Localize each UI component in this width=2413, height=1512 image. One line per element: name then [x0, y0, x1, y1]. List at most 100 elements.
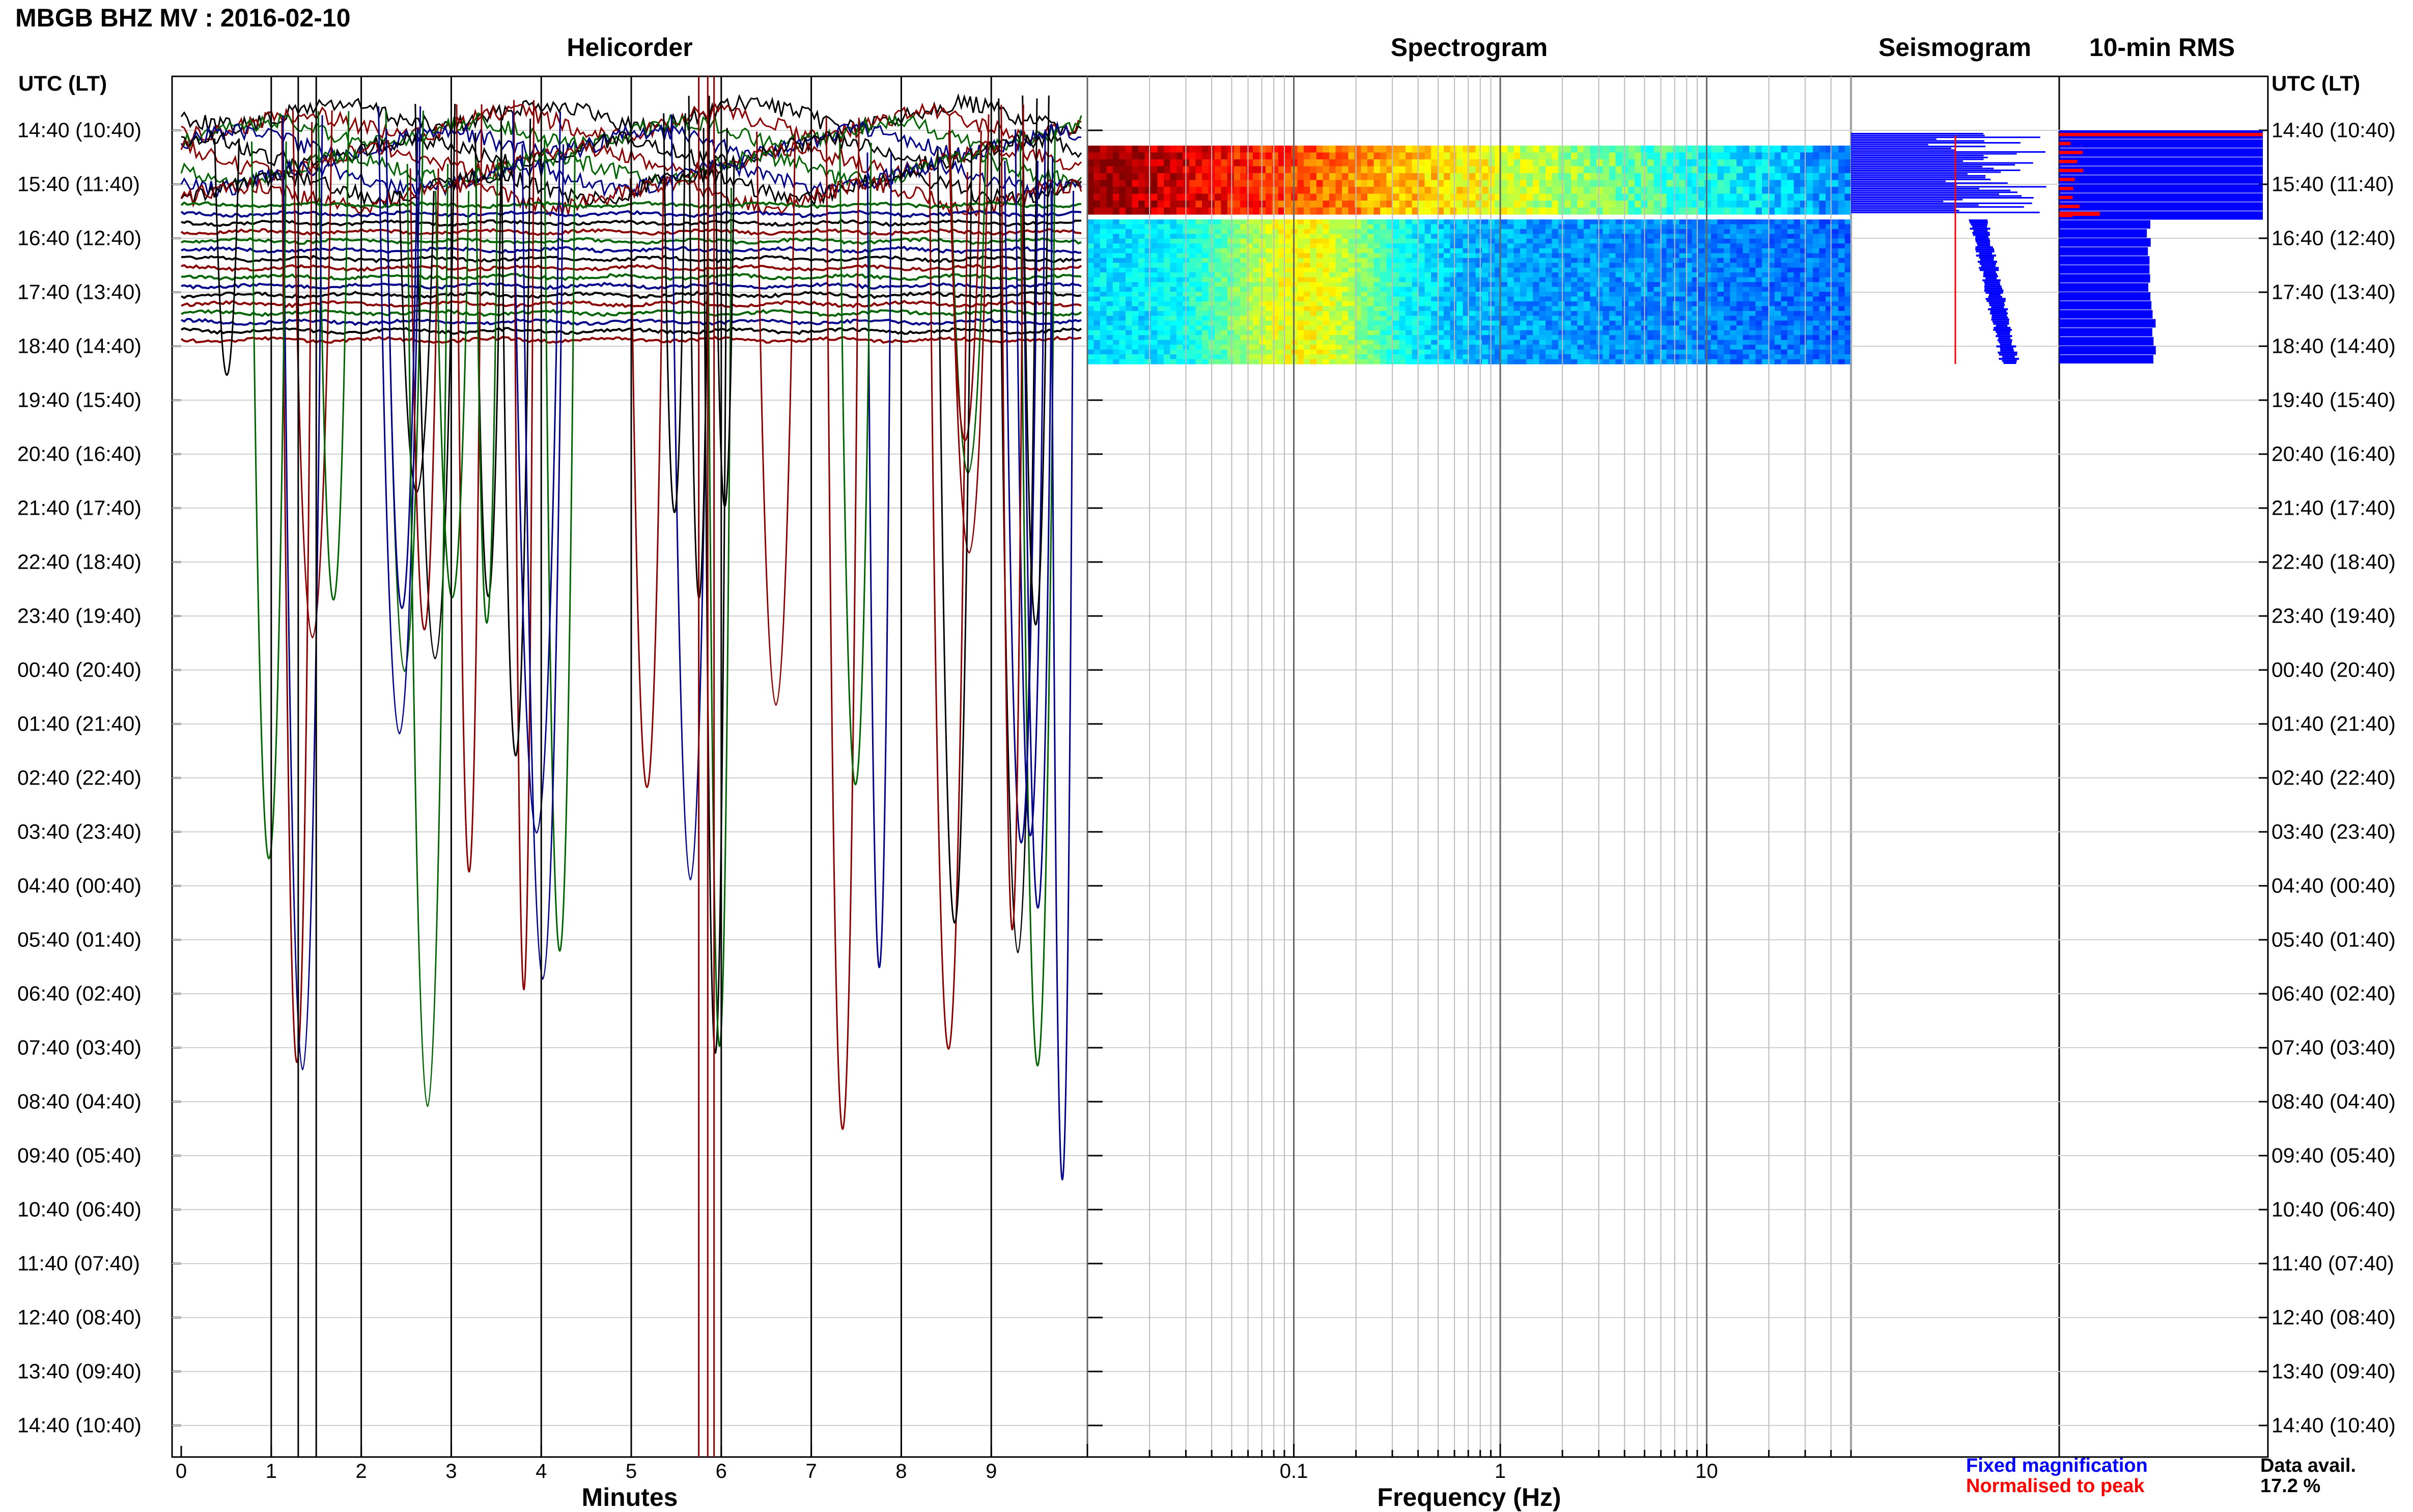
spectrogram-cell [1298, 335, 1304, 340]
spectrogram-cell [1590, 208, 1597, 215]
spectrogram-cell [1272, 159, 1279, 166]
spectrogram-cell [1756, 321, 1762, 326]
spectrogram-cell [1794, 345, 1801, 350]
spectrogram-cell [1730, 187, 1737, 194]
spectrogram-cell [1215, 316, 1221, 321]
spectrogram-cell [1176, 287, 1183, 292]
spectrogram-cell [1558, 306, 1565, 311]
spectrogram-cell [1762, 187, 1769, 194]
spectrogram-cell [1832, 311, 1839, 316]
spectrogram-cell [1107, 345, 1113, 350]
spectrogram-cell [1227, 194, 1234, 201]
spectrogram-cell [1247, 311, 1253, 316]
spectrogram-cell [1596, 194, 1603, 201]
spectrogram-cell [1578, 219, 1584, 225]
spectrogram-cell [1158, 166, 1164, 174]
spectrogram-cell [1361, 194, 1368, 201]
spectrogram-cell [1367, 340, 1374, 345]
spectrogram-cell [1736, 234, 1743, 239]
spectrogram-cell [1571, 350, 1578, 355]
spectrogram-cell [1164, 330, 1170, 335]
spectrogram-cell [1234, 248, 1241, 254]
spectrogram-cell [1374, 173, 1381, 180]
spectrogram-cell [1164, 248, 1170, 254]
spectrogram-cell [1158, 243, 1164, 248]
spectrogram-cell [1202, 354, 1209, 359]
spectrogram-cell [1323, 282, 1330, 287]
spectrogram-cell [1361, 219, 1368, 225]
spectrogram-cell [1787, 153, 1794, 160]
spectrogram-cell [1227, 287, 1234, 292]
spectrogram-cell [1087, 208, 1094, 215]
spectrogram-cell [1170, 340, 1177, 345]
spectrogram-cell [1743, 268, 1750, 273]
spectrogram-cell [1259, 350, 1266, 355]
spectrogram-cell [1202, 350, 1209, 355]
spectrogram-cell [1629, 277, 1635, 283]
spectrogram-cell [1507, 292, 1514, 297]
spectrogram-cell [1119, 359, 1126, 365]
spectrogram-cell [1807, 282, 1813, 287]
spectrogram-cell [1406, 272, 1412, 277]
spectrogram-cell [1444, 263, 1450, 268]
spectrogram-cell [1221, 229, 1228, 234]
spectrogram-cell [1507, 359, 1514, 365]
spectrogram-cell [1349, 321, 1355, 326]
spectrogram-cell [1336, 173, 1342, 180]
spectrogram-cell [1781, 229, 1788, 234]
spectrogram-cell [1113, 243, 1119, 248]
spectrogram-cell [1158, 345, 1164, 350]
spectrogram-cell [1813, 153, 1819, 160]
spectrogram-cell [1418, 321, 1425, 326]
spectrogram-cell [1145, 268, 1152, 273]
spectrogram-cell [1399, 316, 1406, 321]
spectrogram-cell [1094, 173, 1101, 180]
spectrogram-cell [1647, 253, 1654, 258]
spectrogram-cell [1673, 345, 1679, 350]
spectrogram-cell [1787, 194, 1794, 201]
spectrogram-cell [1476, 229, 1482, 234]
spectrogram-cell [1698, 166, 1705, 174]
spectrogram-cell [1285, 272, 1292, 277]
spectrogram-cell [1469, 234, 1476, 239]
spectrogram-cell [1151, 225, 1158, 230]
spectrogram-cell [1838, 287, 1845, 292]
spectrogram-cell [1578, 345, 1584, 350]
spectrogram-cell [1367, 253, 1374, 258]
spectrogram-cell [1654, 234, 1661, 239]
spectrogram-cell [1507, 194, 1514, 201]
spectrogram-cell [1819, 166, 1826, 174]
spectrogram-cell [1629, 146, 1635, 153]
spectrogram-cell [1794, 219, 1801, 225]
spectrogram-cell [1202, 239, 1209, 244]
spectrogram-cell [1507, 350, 1514, 355]
spectrogram-cell [1775, 159, 1781, 166]
spectrogram-cell [1336, 325, 1342, 330]
spectrogram-cell [1393, 277, 1399, 283]
spectrogram-cell [1527, 297, 1533, 302]
spectrogram-cell [1234, 297, 1241, 302]
spectrogram-cell [1126, 234, 1132, 239]
spectrogram-cell [1736, 330, 1743, 335]
spectrogram-cell [1158, 335, 1164, 340]
spectrogram-cell [1596, 159, 1603, 166]
spectrogram-cell [1336, 330, 1342, 335]
spectrogram-cell [1552, 306, 1559, 311]
spectrogram-cell [1323, 229, 1330, 234]
spectrogram-cell [1584, 345, 1590, 350]
spectrogram-cell [1349, 277, 1355, 283]
spectrogram-cell [1310, 263, 1317, 268]
spectrogram-cell [1393, 292, 1399, 297]
spectrogram-cell [1189, 229, 1196, 234]
spectrogram-cell [1832, 146, 1839, 153]
spectrogram-cell [1781, 225, 1788, 230]
spectrogram-cell [1507, 321, 1514, 326]
spectrogram-cell [1310, 225, 1317, 230]
spectrogram-cell [1552, 166, 1559, 174]
spectrogram-cell [1781, 166, 1788, 174]
spectrogram-cell [1336, 180, 1342, 187]
spectrogram-cell [1718, 301, 1724, 306]
spectrogram-cell [1367, 354, 1374, 359]
spectrogram-cell [1609, 166, 1616, 174]
spectrogram-cell [1399, 229, 1406, 234]
